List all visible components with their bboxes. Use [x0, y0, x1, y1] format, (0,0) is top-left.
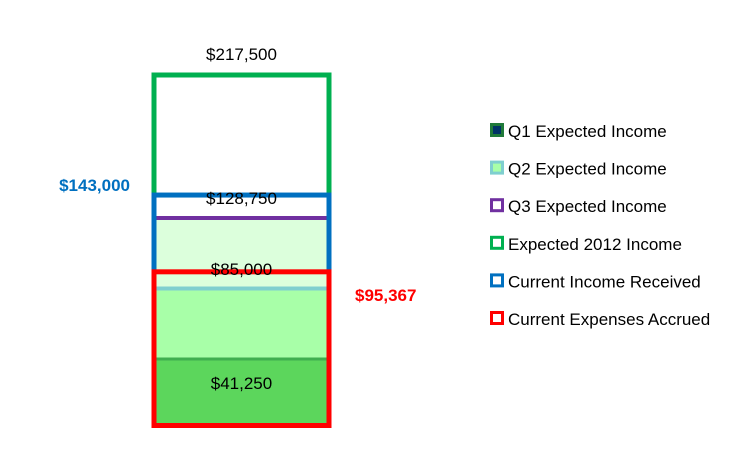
data-label-outline-1: $217,500 [206, 45, 277, 64]
legend-label-6: Current Expenses Accrued [508, 310, 710, 329]
legend-label-2: Q2 Expected Income [508, 160, 667, 179]
data-label-segment-3: $128,750 [206, 189, 277, 208]
data-label-segment-1: $41,250 [211, 374, 272, 393]
data-label-outline-2: $143,000 [59, 176, 130, 195]
outline-box-3 [151, 269, 332, 428]
legend-swatch-5 [490, 273, 504, 288]
legend-label-4: Expected 2012 Income [508, 235, 682, 254]
legend-swatch-1 [490, 123, 504, 137]
bar-segment-3 [155, 218, 328, 289]
bar-segment-2 [155, 288, 328, 360]
legend-swatch-2 [490, 160, 504, 175]
legend-swatch-6 [490, 311, 504, 325]
legend-label-5: Current Income Received [508, 272, 701, 291]
legend-swatch-3 [490, 198, 504, 213]
bar-segment-1 [155, 359, 328, 426]
legend-label-3: Q3 Expected Income [508, 197, 667, 216]
legend-label-1: Q1 Expected Income [508, 122, 667, 141]
data-label-segment-2: $85,000 [211, 260, 272, 279]
legend-swatch-4 [490, 235, 504, 250]
data-label-outline-3: $95,367 [355, 286, 416, 305]
